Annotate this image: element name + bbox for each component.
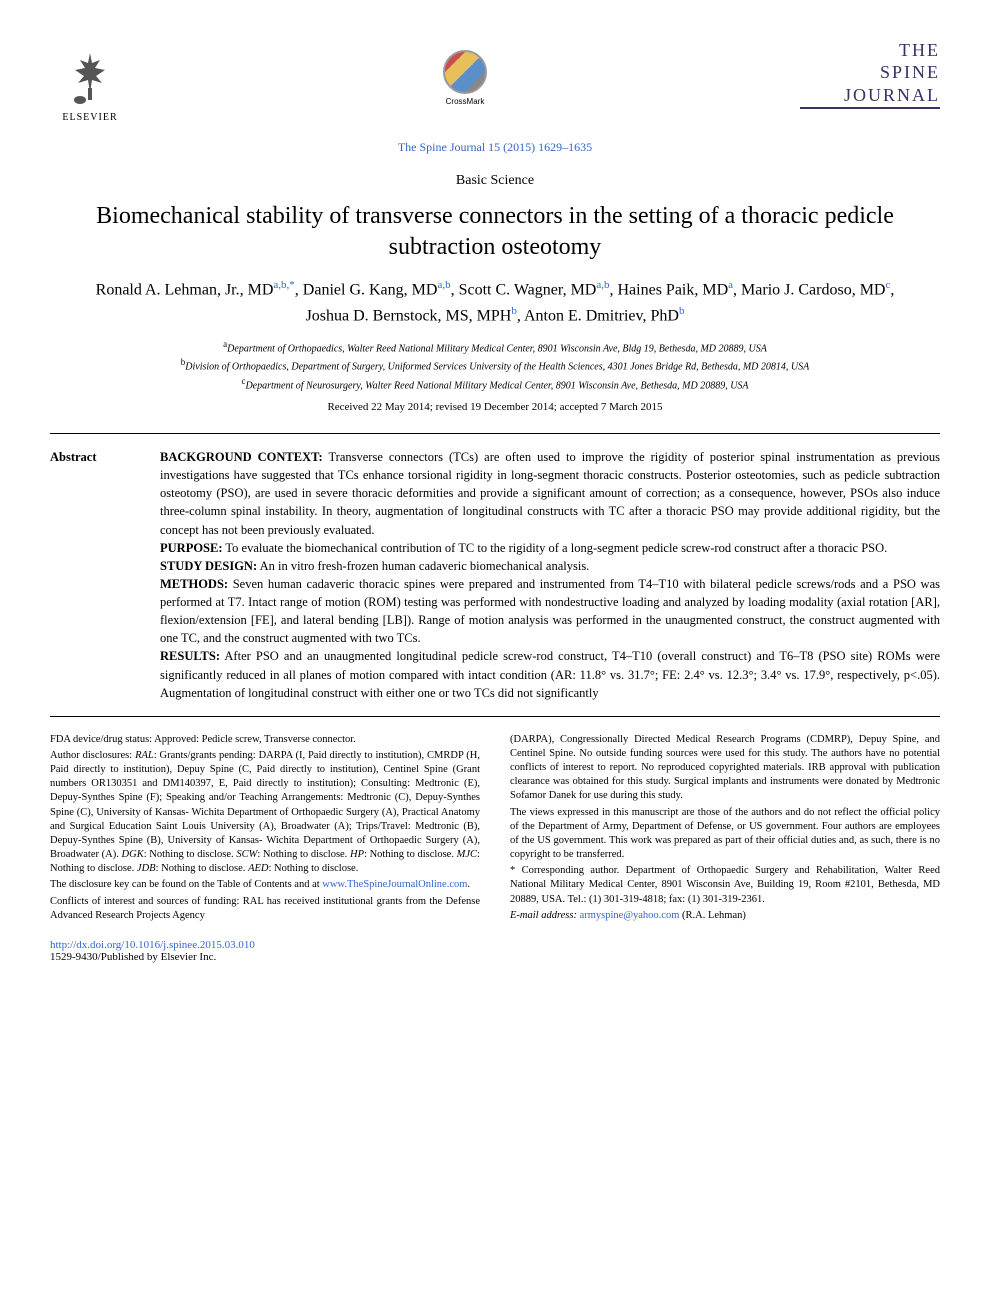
email-line: E-mail address: armyspine@yahoo.com (R.A… bbox=[510, 909, 940, 923]
copyright: 1529-9430/Published by Elsevier Inc. bbox=[50, 951, 940, 963]
design-head: STUDY DESIGN: bbox=[160, 559, 257, 573]
background-head: BACKGROUND CONTEXT: bbox=[160, 450, 323, 464]
affiliation-a: aDepartment of Orthopaedics, Walter Reed… bbox=[70, 338, 920, 356]
article-type: Basic Science bbox=[50, 173, 940, 189]
author-email-link[interactable]: armyspine@yahoo.com bbox=[580, 910, 680, 921]
methods-text: Seven human cadaveric thoracic spines we… bbox=[160, 577, 940, 645]
footnotes-right: (DARPA), Congressionally Directed Medica… bbox=[510, 733, 940, 925]
journal-logo-line1: THE bbox=[800, 40, 940, 62]
article-title: Biomechanical stability of transverse co… bbox=[50, 201, 940, 263]
elsevier-tree-icon bbox=[60, 48, 120, 108]
disclosure-key-link[interactable]: www.TheSpineJournalOnline.com bbox=[322, 879, 467, 890]
journal-logo: THE SPINE JOURNAL bbox=[800, 40, 940, 109]
crossmark-badge[interactable]: CrossMark bbox=[443, 50, 487, 106]
design-text: An in vitro fresh-frozen human cadaveric… bbox=[257, 559, 589, 573]
abstract: Abstract BACKGROUND CONTEXT: Transverse … bbox=[50, 448, 940, 702]
abstract-body: BACKGROUND CONTEXT: Transverse connector… bbox=[160, 448, 940, 702]
purpose-text: To evaluate the biomechanical contributi… bbox=[223, 541, 888, 555]
journal-logo-line3: JOURNAL bbox=[800, 85, 940, 109]
crossmark-label: CrossMark bbox=[446, 97, 485, 106]
purpose-head: PURPOSE: bbox=[160, 541, 223, 555]
elsevier-name: ELSEVIER bbox=[62, 112, 117, 123]
affiliations: aDepartment of Orthopaedics, Walter Reed… bbox=[50, 338, 940, 393]
abstract-label: Abstract bbox=[50, 448, 130, 702]
results-text: After PSO and an unaugmented longitudina… bbox=[160, 649, 940, 699]
doi-line: http://dx.doi.org/10.1016/j.spinee.2015.… bbox=[50, 939, 940, 951]
affiliation-c: cDepartment of Neurosurgery, Walter Reed… bbox=[70, 375, 920, 393]
doi-link[interactable]: http://dx.doi.org/10.1016/j.spinee.2015.… bbox=[50, 939, 255, 951]
author-disclosures: Author disclosures: RAL: Grants/grants p… bbox=[50, 749, 480, 877]
crossmark-icon bbox=[443, 50, 487, 94]
footnotes: FDA device/drug status: Approved: Pedicl… bbox=[50, 733, 940, 925]
author-list: Ronald A. Lehman, Jr., MDa,b,*, Daniel G… bbox=[50, 277, 940, 328]
journal-logo-line2: SPINE bbox=[800, 62, 940, 84]
elsevier-logo: ELSEVIER bbox=[50, 40, 130, 130]
affiliation-b: bDivision of Orthopaedics, Department of… bbox=[70, 356, 920, 374]
methods-head: METHODS: bbox=[160, 577, 228, 591]
disclosure-key: The disclosure key can be found on the T… bbox=[50, 878, 480, 892]
header-row: ELSEVIER CrossMark THE SPINE JOURNAL bbox=[50, 40, 940, 130]
conflicts-start: Conflicts of interest and sources of fun… bbox=[50, 895, 480, 923]
divider-top bbox=[50, 433, 940, 434]
article-dates: Received 22 May 2014; revised 19 Decembe… bbox=[50, 401, 940, 413]
journal-reference: The Spine Journal 15 (2015) 1629–1635 bbox=[50, 140, 940, 155]
results-head: RESULTS: bbox=[160, 649, 220, 663]
fda-status: FDA device/drug status: Approved: Pedicl… bbox=[50, 733, 480, 747]
corresponding-author: * Corresponding author. Department of Or… bbox=[510, 864, 940, 907]
footnotes-left: FDA device/drug status: Approved: Pedicl… bbox=[50, 733, 480, 925]
views-statement: The views expressed in this manuscript a… bbox=[510, 806, 940, 863]
conflicts-cont: (DARPA), Congressionally Directed Medica… bbox=[510, 733, 940, 804]
divider-bottom bbox=[50, 716, 940, 717]
